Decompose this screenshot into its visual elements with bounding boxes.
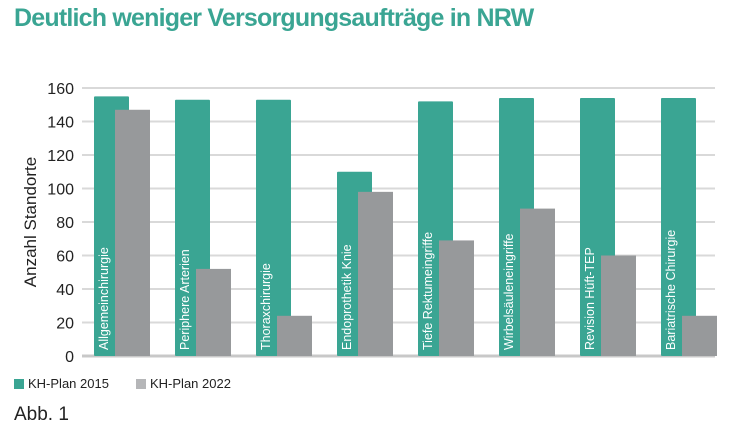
y-tick-label: 40	[56, 282, 74, 299]
category-label: Tiefe Rektumeingriffe	[421, 232, 435, 350]
category-label: Allgemeinchirurgie	[97, 247, 111, 350]
category-label: Wirbelsäuleneingriffe	[502, 233, 516, 350]
category-label: Bariatrische Chirurgie	[664, 230, 678, 350]
y-tick-label: 80	[56, 215, 74, 232]
bar-2022	[601, 255, 636, 356]
y-tick-label: 100	[47, 182, 74, 199]
category-label: Thoraxchirurgie	[259, 263, 273, 350]
bar-2022	[682, 315, 717, 356]
bar-2015	[661, 98, 696, 357]
bar-2022	[115, 109, 150, 357]
y-tick-label: 140	[47, 115, 74, 132]
bar-2022	[358, 191, 393, 356]
legend-label-2015: KH-Plan 2015	[28, 376, 109, 391]
chart-title: Deutlich weniger Versorgungsaufträge in …	[14, 4, 534, 32]
bar-2022	[439, 240, 474, 356]
legend-item-2022: KH-Plan 2022	[136, 376, 231, 391]
bar-2015	[256, 99, 291, 356]
y-tick-label: 20	[56, 316, 74, 333]
y-tick-label: 0	[65, 349, 74, 366]
figure-caption: Abb. 1	[14, 404, 69, 425]
legend-label-2022: KH-Plan 2022	[150, 376, 231, 391]
y-tick-label: 120	[47, 148, 74, 165]
bar-2022	[520, 208, 555, 356]
category-label: Revision Hüft-TEP	[583, 247, 597, 350]
bar-2022	[196, 268, 231, 356]
y-tick-label: 60	[56, 249, 74, 266]
legend-swatch-2022	[136, 378, 146, 389]
category-label: Periphere Arterien	[178, 249, 192, 350]
category-label: Endoprothetik Knie	[340, 244, 354, 350]
legend-item-2015: KH-Plan 2015	[14, 376, 109, 391]
y-tick-label: 160	[47, 81, 74, 98]
y-axis-label: Anzahl Standorte	[21, 157, 40, 287]
bar-2022	[277, 315, 312, 356]
legend-swatch-2015	[14, 378, 24, 389]
